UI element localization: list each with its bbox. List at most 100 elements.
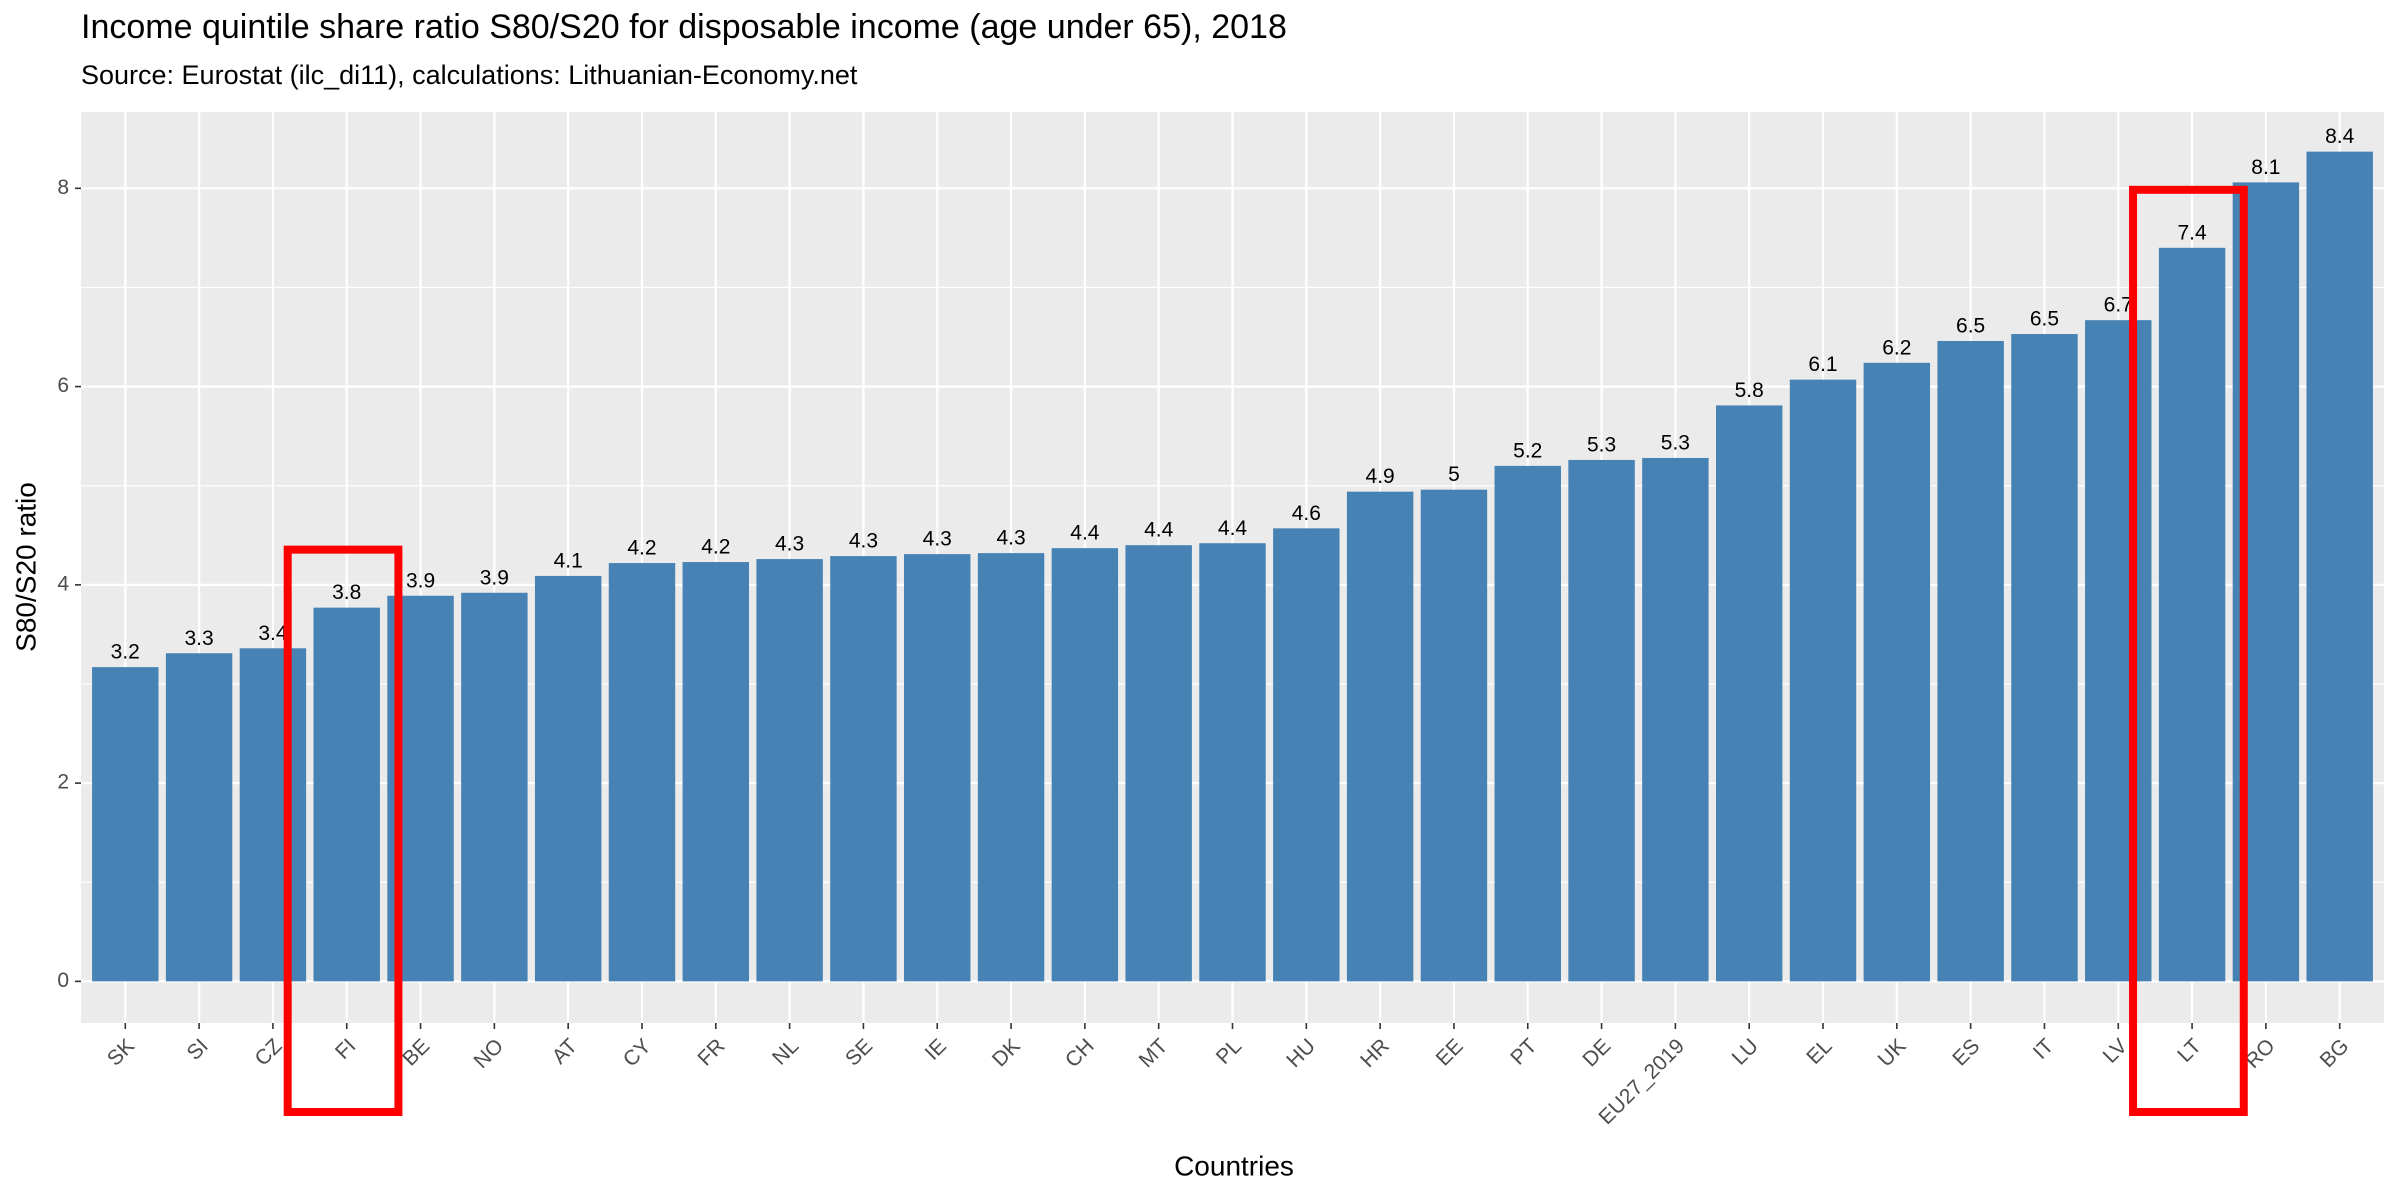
bar [1863,362,1931,982]
x-tick-label: NL [768,1034,803,1069]
y-tick-label: 6 [57,374,69,397]
highlight-box [283,545,403,1116]
x-tick-label: SI [183,1034,213,1064]
value-label: 4.1 [554,549,583,572]
bar [1051,548,1119,982]
value-label: 3.4 [258,622,288,645]
bar [682,562,750,982]
bar [1789,379,1857,982]
x-tick-label: DK [988,1034,1025,1071]
bar [1937,340,2004,982]
value-label: 3.9 [406,569,435,592]
x-tick-label: SE [841,1034,877,1070]
bar [977,553,1045,982]
x-tick-label: SK [103,1034,139,1070]
value-label: 8.4 [2325,125,2355,148]
value-label: 4.4 [1070,522,1100,545]
value-label: 5.8 [1735,379,1764,402]
value-label: 8.1 [2251,156,2280,179]
y-tick-label: 2 [57,771,69,794]
value-label: 7.4 [2177,221,2207,244]
x-axis-title: Countries [1174,1150,1294,1181]
x-tick-label: HR [1356,1034,1394,1072]
bar [2085,320,2152,982]
x-tick-label: LT [2173,1034,2206,1067]
x-tick-label: EE [1432,1034,1468,1070]
x-tick-label: CZ [251,1034,287,1070]
x-tick-label: ES [1948,1034,1984,1070]
x-tick-label: UK [1874,1034,1911,1071]
bar [165,653,233,982]
x-tick-label: FR [693,1034,729,1070]
x-tick-label: HU [1282,1034,1320,1072]
bar [1125,545,1192,982]
value-label: 3.8 [332,581,361,604]
highlight-box [2129,185,2248,1117]
value-label: 4.3 [849,530,878,553]
x-tick-label: FI [331,1034,360,1063]
value-label: 3.9 [480,566,509,589]
x-tick-label: MT [1135,1034,1173,1072]
bar [239,648,307,982]
x-tick-label: PL [1212,1034,1246,1068]
bar [2011,334,2078,982]
x-tick-label: CY [619,1034,656,1071]
bar [1420,489,1488,982]
x-tick-label: PT [1506,1034,1541,1069]
y-tick-label: 8 [57,176,69,199]
value-label: 4.3 [996,527,1025,550]
bar [2158,247,2226,982]
bar [1642,457,1709,982]
bar [313,607,380,982]
value-label: 4.3 [775,533,804,556]
x-tick-label: IE [921,1034,951,1064]
bar [2306,151,2373,982]
bar [830,556,897,982]
value-label: 5.3 [1587,433,1616,456]
value-label: 6.1 [1808,353,1837,376]
bar [1346,491,1414,982]
bar [1715,405,1783,982]
bar [1273,528,1340,982]
bar [92,667,159,982]
value-label: 4.3 [923,528,952,551]
x-tick-label: IT [2029,1034,2059,1064]
x-tick-label: EL [1802,1034,1836,1068]
value-label: 4.2 [627,537,656,560]
bar [534,575,602,982]
value-label: 4.6 [1292,502,1321,525]
x-tick-label: DE [1578,1034,1615,1071]
x-tick-label: LU [1728,1034,1763,1069]
x-tick-label: NO [470,1034,509,1073]
value-label: 5.2 [1513,439,1542,462]
x-tick-label: AT [548,1034,582,1068]
bar [608,563,676,982]
value-label: 6.5 [2030,308,2059,331]
bar [1494,465,1561,982]
value-label: 4.4 [1218,517,1248,540]
value-label: 5.3 [1661,432,1690,455]
bar [1199,543,1266,982]
x-tick-label: LV [2099,1034,2132,1067]
x-tick-label: BG [2316,1034,2354,1072]
y-tick-label: 0 [57,969,69,992]
value-label: 4.9 [1366,465,1395,488]
value-label: 3.3 [185,627,214,650]
y-tick-label: 4 [57,572,69,595]
value-label: 4.4 [1144,519,1174,542]
value-label: 3.2 [111,641,140,664]
value-label: 6.5 [1956,315,1985,338]
bar [756,559,823,982]
bar [1568,459,1635,982]
value-label: 4.2 [701,536,730,559]
bar [461,592,528,982]
x-tick-label: BE [398,1034,434,1070]
x-tick-label: CH [1061,1034,1099,1072]
chart-subtitle: Source: Eurostat (ilc_di11), calculation… [81,60,858,90]
y-axis-title: S80/S20 ratio [10,482,41,652]
bar [904,554,971,982]
chart-title: Income quintile share ratio S80/S20 for … [81,8,1287,46]
value-label: 6.2 [1882,336,1911,359]
